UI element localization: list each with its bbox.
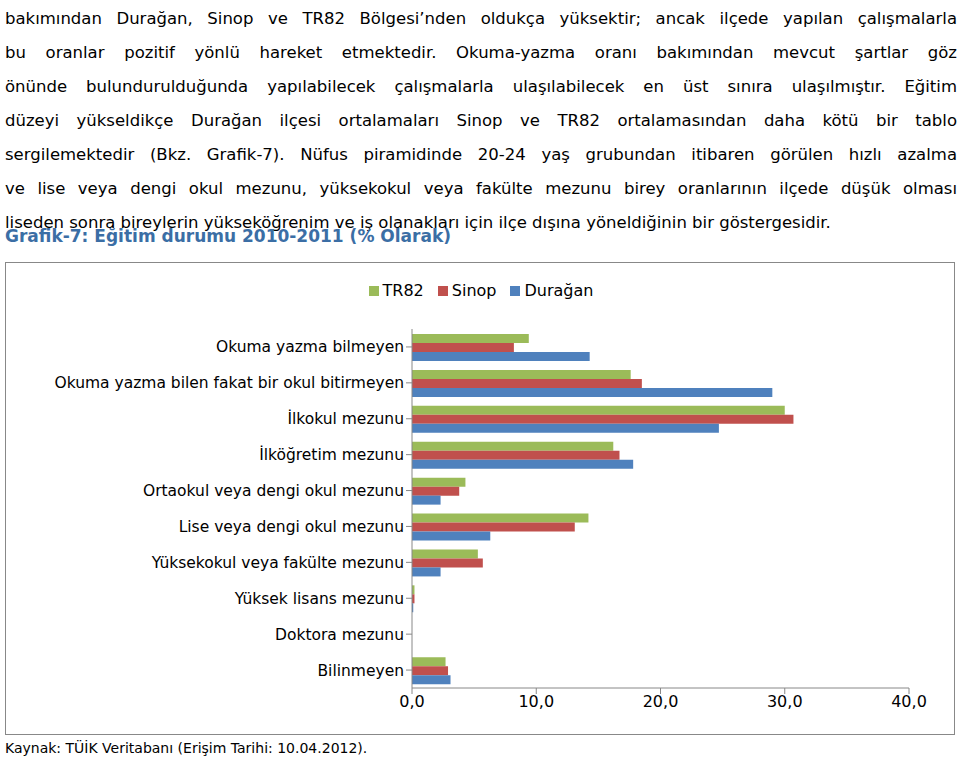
svg-text:30,0: 30,0 — [767, 692, 803, 711]
svg-text:20,0: 20,0 — [643, 692, 679, 711]
svg-text:Doktora mezunu: Doktora mezunu — [275, 626, 404, 644]
html-text:bakımından Durağan, Sinop ve T: bakımından Durağan, Sinop ve TR82 Bölges… — [5, 9, 957, 28]
html-text:Kaynak: TÜİK Veritabanı (Erişi: Kaynak: TÜİK Veritabanı (Erişim Tarihi: … — [5, 740, 368, 756]
html-text:önünde bulundurulduğunda yapıl: önünde bulundurulduğunda yapılabilecek ç… — [5, 77, 957, 96]
html-text:Sinop: Sinop — [451, 281, 497, 300]
html-text:Durağan: Durağan — [524, 281, 594, 300]
svg-text:Bilinmeyen: Bilinmeyen — [317, 662, 404, 680]
html-text:bu oranlar pozitif yönlü harek: bu oranlar pozitif yönlü hareket etmekte… — [5, 43, 957, 62]
svg-text:İlköğretim mezunu: İlköğretim mezunu — [259, 445, 404, 464]
svg-text:0,0: 0,0 — [399, 692, 424, 711]
html-text:TR82: TR82 — [382, 281, 424, 300]
svg-text:İlkokul mezunu: İlkokul mezunu — [287, 409, 404, 428]
html-text:ve lise veya dengi okul mezunu: ve lise veya dengi okul mezunu, yüksekok… — [5, 179, 957, 198]
svg-text:Okuma yazma bilen fakat bir ok: Okuma yazma bilen fakat bir okul bitirme… — [54, 374, 404, 392]
html-text:liseden sonra bireylerin yükse: liseden sonra bireylerin yükseköğrenim v… — [5, 213, 831, 232]
svg-text:Yüksek lisans mezunu: Yüksek lisans mezunu — [234, 590, 404, 608]
html-text:düzeyi yükseldikçe Durağan ilç: düzeyi yükseldikçe Durağan ilçesi ortala… — [5, 111, 957, 130]
svg-text:Ortaokul veya dengi okul mezun: Ortaokul veya dengi okul mezunu — [143, 482, 404, 500]
svg-text:10,0: 10,0 — [518, 692, 554, 711]
svg-text:40,0: 40,0 — [891, 692, 927, 711]
html-text:Grafik-7: Eğitim durumu 2010-2: Grafik-7: Eğitim durumu 2010-2011 (% Ola… — [5, 226, 451, 246]
svg-text:Okuma yazma bilmeyen: Okuma yazma bilmeyen — [216, 338, 404, 356]
svg-text:Yüksekokul veya fakülte mezunu: Yüksekokul veya fakülte mezunu — [151, 554, 404, 572]
html-text:sergilemektedir (Bkz. Grafik-7: sergilemektedir (Bkz. Grafik-7). Nüfus p… — [5, 145, 957, 164]
svg-text:Lise veya dengi okul mezunu: Lise veya dengi okul mezunu — [179, 518, 404, 536]
